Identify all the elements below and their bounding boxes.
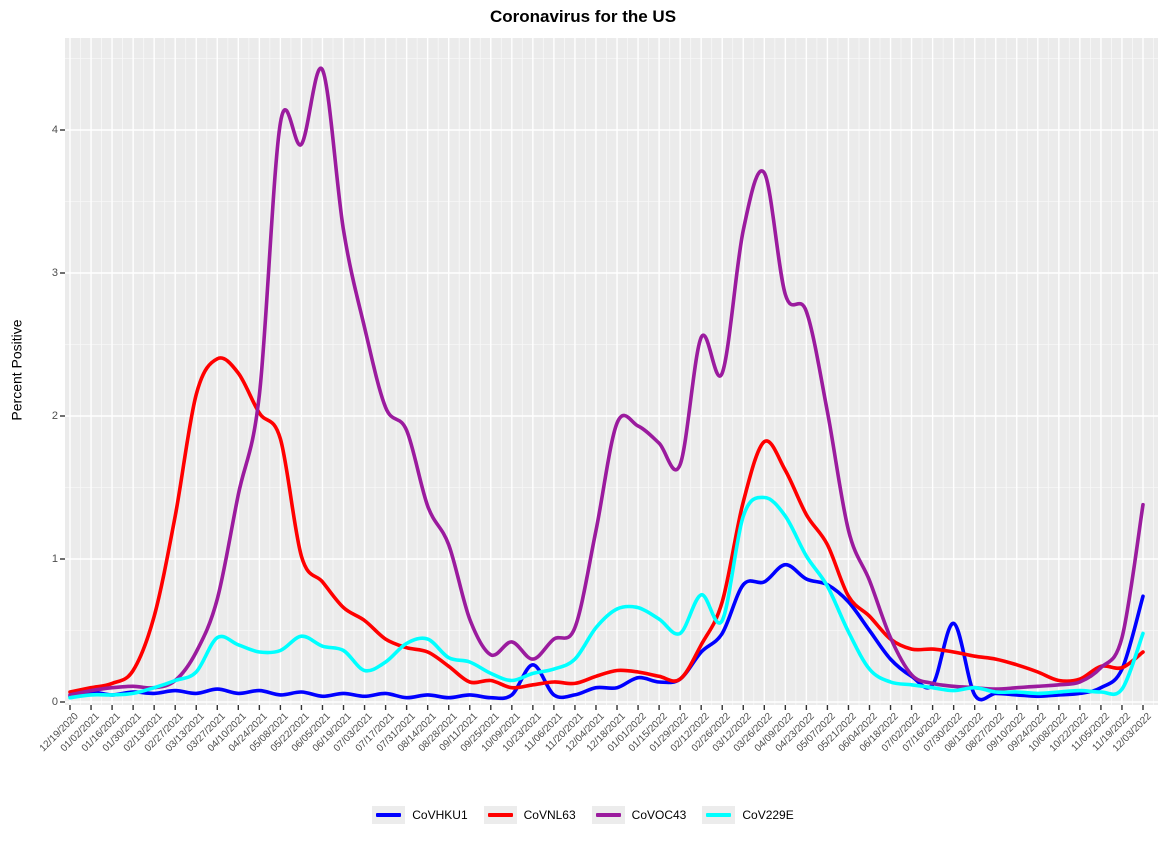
- series-line-CoVNL63: [68, 356, 1145, 694]
- y-axis-title: Percent Positive: [4, 0, 30, 740]
- legend-item-CoVOC43: CoVOC43: [591, 806, 687, 824]
- legend-key-box: [591, 806, 625, 824]
- legend-item-CoVHKU1: CoVHKU1: [372, 806, 468, 824]
- legend: CoVHKU1 CoVNL63 CoVOC43 CoV229E: [0, 806, 1166, 824]
- legend-label: CoVHKU1: [412, 808, 468, 822]
- legend-line-sample: [487, 813, 513, 817]
- legend-key-box: [483, 806, 517, 824]
- y-tick-label: 0: [51, 696, 58, 708]
- legend-label: CoVNL63: [523, 808, 576, 822]
- legend-label: CoVOC43: [631, 808, 687, 822]
- series-line-CoVHKU1: [68, 562, 1145, 702]
- series-line-CoV229E: [68, 495, 1145, 700]
- legend-label: CoV229E: [742, 808, 794, 822]
- legend-key-box: [372, 806, 406, 824]
- y-tick-label: 2: [51, 410, 58, 422]
- legend-key-box: [702, 806, 736, 824]
- y-tick-label: 1: [51, 553, 58, 565]
- axis-tick-marks: [60, 129, 1144, 710]
- legend-item-CoVNL63: CoVNL63: [483, 806, 576, 824]
- legend-line-sample: [706, 813, 732, 817]
- series-line-CoVOC43: [68, 66, 1145, 697]
- y-tick-label: 3: [51, 267, 58, 279]
- chart-title: Coronavirus for the US: [489, 7, 677, 26]
- legend-item-CoV229E: CoV229E: [702, 806, 794, 824]
- y-axis-title-text: Percent Positive: [9, 319, 26, 421]
- legend-line-sample: [595, 813, 621, 817]
- panel-background: [65, 38, 1158, 705]
- y-tick-label: 4: [51, 124, 58, 136]
- legend-line-sample: [376, 813, 402, 817]
